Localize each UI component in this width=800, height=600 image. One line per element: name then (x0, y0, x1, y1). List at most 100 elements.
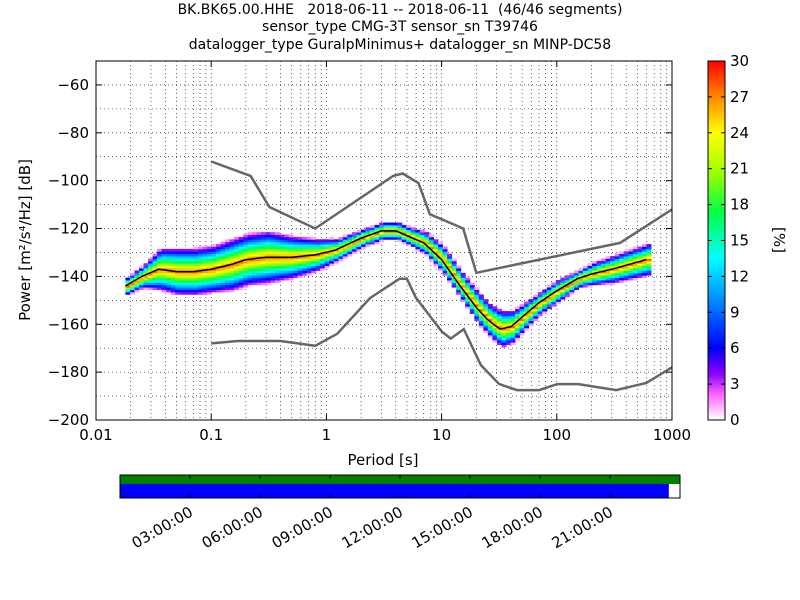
psd-density-cell (519, 327, 525, 331)
psd-density-cell (265, 258, 271, 262)
psd-density-cell (392, 236, 398, 240)
psd-density-cell (179, 279, 185, 283)
psd-density-cell (202, 279, 208, 283)
psd-density-cell (537, 308, 543, 312)
psd-density-cell (225, 260, 231, 264)
psd-density-cell (211, 263, 217, 267)
psd-density-cell (270, 232, 276, 235)
psd-density-cell (175, 268, 181, 271)
psd-density-cell (188, 256, 194, 259)
psd-density-cell (646, 272, 652, 276)
psd-density-cell (306, 272, 312, 276)
psd-density-cell (138, 277, 145, 281)
psd-density-cell (456, 265, 462, 269)
psd-density-cell (641, 270, 647, 274)
psd-density-cell (197, 263, 203, 267)
psd-density-cell (143, 275, 149, 278)
psd-density-cell (501, 332, 507, 336)
psd-density-cell (419, 236, 425, 240)
psd-density-cell (175, 256, 181, 259)
psd-density-cell (524, 320, 530, 324)
psd-density-cell (478, 294, 484, 298)
psd-density-cell (637, 270, 643, 274)
psd-density-cell (465, 299, 471, 302)
psd-density-cell (216, 275, 222, 278)
psd-density-cell (279, 272, 285, 276)
psd-density-cell (601, 263, 607, 267)
psd-density-cell (184, 287, 190, 290)
psd-density-cell (166, 258, 172, 262)
psd-density-cell (256, 282, 262, 286)
psd-density-cell (351, 248, 357, 252)
psd-density-cell (220, 253, 226, 257)
psd-density-cell (415, 236, 421, 240)
psd-density-cell (351, 251, 357, 255)
psd-density-cell (247, 277, 253, 281)
psd-density-cell (474, 303, 480, 307)
psd-density-cell (211, 265, 217, 269)
psd-density-cell (265, 282, 271, 286)
psd-density-cell (401, 239, 407, 243)
psd-density-cell (252, 263, 258, 267)
psd-density-cell (623, 253, 629, 257)
psd-density-cell (483, 327, 489, 331)
psd-density-cell (279, 275, 285, 278)
psd-density-cell (270, 260, 276, 264)
psd-density-cell (170, 289, 176, 293)
psd-density-cell (197, 270, 203, 274)
psd-density-cell (138, 268, 145, 271)
psd-density-cell (175, 282, 181, 286)
psd-density-cell (646, 251, 652, 255)
psd-density-cell (641, 272, 647, 276)
psd-density-cell (379, 232, 385, 235)
psd-density-cell (628, 258, 634, 262)
psd-density-cell (265, 232, 271, 235)
psd-density-cell (605, 265, 611, 269)
psd-density-cell (157, 272, 163, 276)
psd-density-cell (311, 244, 317, 247)
psd-density-cell (179, 272, 185, 276)
psd-density-cell (524, 323, 530, 326)
psd-density-cell (193, 275, 199, 278)
psd-density-cell (252, 234, 258, 238)
psd-density-cell (148, 277, 154, 281)
y-tick-label: −60 (57, 76, 89, 94)
psd-density-cell (537, 303, 543, 307)
psd-density-cell (374, 229, 380, 233)
psd-density-cell (211, 244, 217, 247)
psd-density-cell (573, 275, 579, 278)
psd-density-cell (216, 289, 222, 293)
psd-density-cell (569, 275, 575, 278)
psd-density-cell (637, 246, 643, 250)
psd-density-cell (293, 270, 299, 274)
psd-density-cell (451, 272, 457, 276)
psd-density-cell (238, 258, 244, 262)
psd-density-cell (170, 275, 176, 278)
psd-density-cell (329, 263, 335, 267)
psd-density-cell (442, 256, 448, 259)
psd-density-cell (302, 236, 308, 240)
psd-density-cell (388, 224, 394, 228)
psd-density-cell (297, 270, 303, 274)
psd-density-cell (496, 342, 502, 346)
psd-density-cell (184, 275, 190, 278)
psd-density-cell (333, 241, 339, 245)
psd-density-cell (206, 248, 212, 252)
psd-density-cell (202, 289, 208, 293)
psd-density-cell (170, 263, 176, 267)
psd-density-cell (515, 332, 521, 336)
psd-density-cell (261, 263, 267, 267)
psd-density-cell (265, 241, 271, 245)
psd-density-cell (428, 256, 434, 259)
psd-density-cell (211, 260, 217, 264)
psd-density-cell (496, 318, 502, 322)
psd-density-cell (288, 241, 294, 245)
psd-density-cell (261, 236, 267, 240)
psd-density-cell (274, 232, 280, 235)
psd-density-cell (134, 270, 140, 274)
noise-model-layer (125, 160, 673, 392)
psd-density-cell (619, 260, 625, 264)
psd-density-cell (125, 284, 131, 288)
psd-density-cell (288, 248, 294, 252)
